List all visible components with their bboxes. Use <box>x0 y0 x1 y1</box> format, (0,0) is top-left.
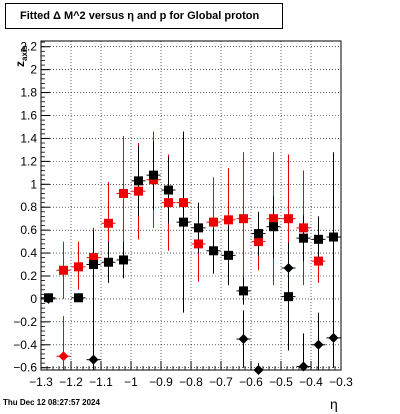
square-marker <box>59 265 68 275</box>
x-tick-label: −0.4 <box>299 375 323 389</box>
square-marker <box>74 262 83 272</box>
square-marker <box>104 257 113 267</box>
chart-title: Fitted Δ M^2 versus η and p for Global p… <box>5 3 283 29</box>
y-tick-label: 1.6 <box>20 109 37 123</box>
square-marker <box>134 176 143 186</box>
x-axis-label: η <box>330 396 338 412</box>
square-marker <box>284 292 293 302</box>
square-marker <box>89 260 98 270</box>
square-marker <box>254 237 263 247</box>
y-tick-label: 0.8 <box>20 200 37 214</box>
x-tick-label: −1 <box>124 375 138 389</box>
y-tick-label: −0.6 <box>13 361 37 375</box>
diamond-marker <box>238 334 249 345</box>
square-marker <box>239 214 248 224</box>
diamond-marker <box>328 332 339 343</box>
y-tick-label: 0.2 <box>20 269 37 283</box>
y-tick-label: 1.8 <box>20 86 37 100</box>
square-marker <box>209 217 218 227</box>
square-marker <box>194 223 203 233</box>
y-tick-label: 2.2 <box>20 40 37 54</box>
y-axis-label: zaxis <box>12 45 30 67</box>
y-tick-label: 1.4 <box>20 131 37 145</box>
axis-ticks <box>40 41 342 370</box>
square-marker <box>104 218 113 228</box>
square-marker <box>149 175 158 185</box>
x-tick-label: −0.3 <box>329 375 353 389</box>
y-tick-label: 0 <box>30 292 37 306</box>
square-marker <box>299 233 308 243</box>
timestamp-footer: Thu Dec 12 08:27:57 2024 <box>3 398 100 407</box>
square-marker <box>74 293 83 303</box>
square-marker <box>194 239 203 249</box>
square-marker <box>119 188 128 198</box>
diamond-marker <box>283 262 294 273</box>
square-marker <box>284 214 293 224</box>
square-marker <box>269 214 278 224</box>
diamond-marker <box>298 361 309 372</box>
square-marker <box>314 256 323 266</box>
square-marker <box>119 255 128 265</box>
square-marker <box>179 198 188 208</box>
square-marker <box>164 185 173 195</box>
grid-lines <box>41 41 341 370</box>
x-tick-label: −0.8 <box>179 375 203 389</box>
x-tick-label: −0.5 <box>269 375 293 389</box>
y-tick-label: 0.4 <box>20 246 37 260</box>
square-marker <box>299 223 308 233</box>
square-marker <box>239 286 248 296</box>
square-marker <box>209 246 218 256</box>
diamond-marker <box>313 339 324 350</box>
x-tick-label: −0.9 <box>149 375 173 389</box>
x-tick-label: −1.3 <box>29 375 53 389</box>
diamond-marker <box>88 354 99 365</box>
square-marker <box>89 253 98 263</box>
x-tick-label: −1.1 <box>89 375 113 389</box>
x-tick-label: −0.7 <box>209 375 233 389</box>
square-marker <box>134 186 143 196</box>
square-marker <box>224 250 233 260</box>
square-marker <box>269 222 278 232</box>
square-marker <box>149 170 158 180</box>
y-tick-label: 2 <box>30 63 37 77</box>
y-tick-label: 0.6 <box>20 223 37 237</box>
square-marker <box>164 198 173 208</box>
square-marker <box>314 234 323 244</box>
square-marker <box>254 229 263 239</box>
y-tick-label: 1.2 <box>20 154 37 168</box>
x-tick-label: −0.6 <box>239 375 263 389</box>
square-marker <box>179 217 188 227</box>
y-tick-label: −0.4 <box>13 338 37 352</box>
y-tick-label: 1 <box>30 177 37 191</box>
tick-labels: −1.3 −1.2 −1.1 −1 −0.9 −0.8 −0.7 −0.6 −0.5 −0.4 −0… <box>13 40 353 389</box>
square-marker <box>329 232 338 242</box>
x-tick-label: −1.2 <box>59 375 83 389</box>
diamond-marker <box>58 351 69 362</box>
y-tick-label: −0.2 <box>13 315 37 329</box>
square-marker <box>224 215 233 225</box>
